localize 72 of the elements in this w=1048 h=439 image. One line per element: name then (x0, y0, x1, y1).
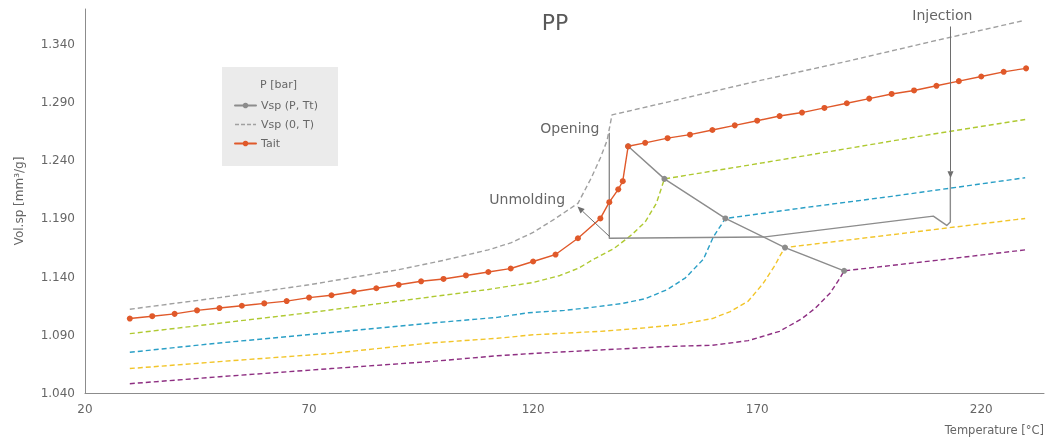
line-series (129, 249, 1026, 385)
point (418, 278, 425, 285)
point (606, 199, 613, 206)
x-tick-label: 220 (969, 402, 993, 416)
point (841, 267, 848, 274)
line-series (129, 177, 1026, 353)
x-tick-label: 120 (521, 402, 545, 416)
x-tick-label: 70 (301, 402, 317, 416)
point (843, 100, 850, 107)
point (661, 175, 668, 182)
point (530, 258, 537, 265)
point (373, 285, 380, 292)
point (574, 235, 581, 242)
point (194, 307, 201, 314)
point (955, 78, 962, 85)
line-series (129, 118, 1026, 335)
y-tick-label: 1.290 (40, 95, 75, 110)
annotation: Opening (540, 119, 600, 136)
chart-title: PP (541, 9, 569, 35)
point (911, 87, 918, 94)
y-tick-label: 1.140 (40, 269, 75, 284)
point (485, 268, 492, 275)
point (731, 122, 738, 129)
point (709, 127, 716, 134)
y-tick-label: 1.190 (40, 211, 75, 226)
legend-title: P [bar] (260, 78, 297, 91)
point (261, 300, 268, 307)
point (1023, 65, 1030, 72)
point (821, 104, 828, 111)
point (888, 90, 895, 97)
point (462, 272, 469, 279)
annotation: Injection (912, 7, 973, 23)
point (615, 186, 622, 193)
point (754, 117, 761, 124)
point (1000, 68, 1007, 75)
point (664, 135, 671, 142)
legend-label: Vsp (P, Tt) (261, 99, 318, 112)
x-axis-title: Temperature [°C] (943, 423, 1044, 437)
point (350, 288, 357, 295)
line-series (129, 217, 1026, 370)
annotation: Unmolding (489, 190, 566, 207)
y-tick-label: 1.090 (40, 327, 75, 342)
point (440, 275, 447, 282)
point (216, 305, 223, 312)
point (395, 281, 402, 288)
point (149, 313, 156, 320)
x-tick-label: 20 (77, 402, 93, 416)
point (597, 215, 604, 222)
y-tick-label: 1.040 (40, 386, 75, 400)
point (866, 95, 873, 102)
point (799, 109, 806, 116)
point (328, 292, 335, 299)
point (552, 251, 559, 258)
y-tick-label: 1.340 (40, 36, 75, 51)
y-axis-title: Vol.sp [mm³/g] (12, 156, 26, 246)
point (933, 82, 940, 89)
point (171, 310, 178, 317)
point (238, 302, 245, 309)
legend-label: Vsp (0, T) (261, 118, 315, 131)
point (619, 178, 626, 185)
point (781, 244, 788, 251)
point (978, 73, 985, 80)
point (283, 298, 290, 305)
point (686, 131, 693, 138)
legend-label: Tait (260, 137, 281, 150)
point (722, 215, 729, 222)
x-tick-label: 170 (745, 402, 769, 416)
point (126, 315, 133, 322)
point (306, 294, 313, 301)
y-tick-label: 1.240 (40, 153, 75, 168)
point (776, 113, 783, 120)
point (642, 139, 649, 146)
